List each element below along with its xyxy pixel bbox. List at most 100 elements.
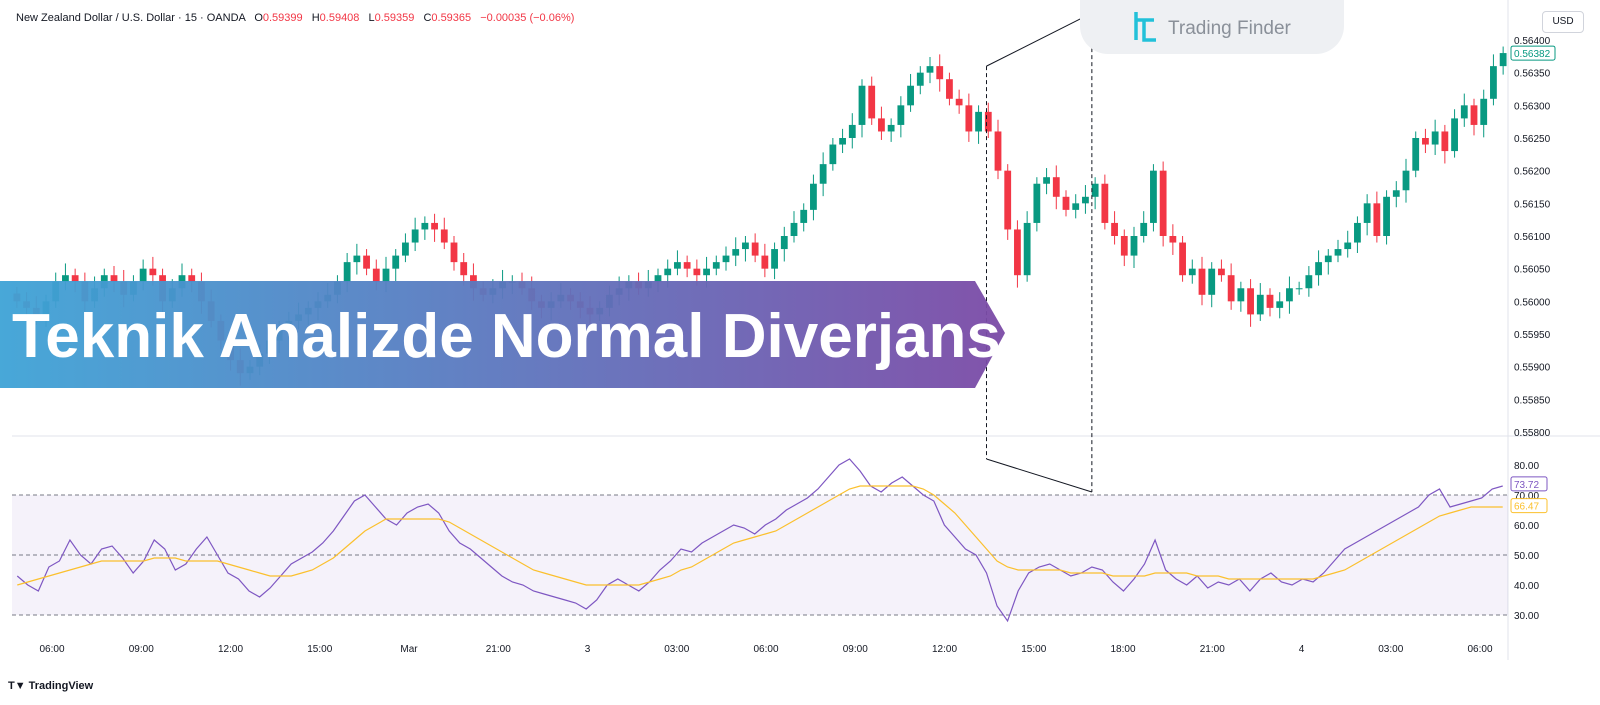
candle-body bbox=[742, 242, 749, 250]
candle-body bbox=[829, 144, 837, 165]
change-value: −0.00035 (−0.06%) bbox=[480, 12, 575, 24]
tradingview-logo[interactable]: T▼ TradingView bbox=[8, 680, 93, 692]
candle-body bbox=[1237, 288, 1245, 302]
candle-body bbox=[1344, 242, 1352, 250]
candle-body bbox=[1383, 196, 1390, 236]
close-value: 0.59365 bbox=[431, 12, 472, 24]
price-tick-label: 0.55850 bbox=[1514, 395, 1551, 406]
candle-body bbox=[1043, 177, 1050, 184]
tradingview-logo-icon: T▼ bbox=[8, 680, 26, 692]
banner-shape bbox=[0, 281, 1005, 388]
candle-body bbox=[693, 268, 701, 276]
candle-body bbox=[402, 242, 409, 256]
candle-body bbox=[71, 275, 79, 282]
candle-body bbox=[1208, 268, 1216, 295]
candle-body bbox=[1091, 183, 1099, 197]
price-tick-label: 0.56250 bbox=[1514, 134, 1551, 145]
candle-body bbox=[1334, 249, 1342, 256]
candle-body bbox=[1052, 177, 1060, 197]
rsi-tick-label: 30.00 bbox=[1514, 611, 1539, 622]
candle-body bbox=[1198, 268, 1206, 295]
candle-body bbox=[1324, 255, 1332, 263]
candle-body bbox=[946, 79, 953, 99]
candle-body bbox=[887, 124, 895, 132]
candle-body bbox=[819, 164, 827, 184]
candle-body bbox=[1169, 236, 1177, 243]
current-price-label: 0.56382 bbox=[1514, 49, 1551, 60]
candle-body bbox=[984, 111, 992, 132]
candle-body bbox=[440, 229, 448, 243]
candle-body bbox=[780, 236, 788, 250]
candle-body bbox=[712, 262, 720, 269]
candle-body bbox=[965, 105, 973, 132]
time-tick-label: 03:00 bbox=[1378, 644, 1403, 655]
price-tick-label: 0.56000 bbox=[1514, 297, 1551, 308]
symbol-name[interactable]: New Zealand Dollar / U.S. Dollar · 15 · … bbox=[16, 12, 246, 24]
candle-body bbox=[1373, 203, 1381, 236]
brand-name: Trading Finder bbox=[1168, 18, 1291, 39]
candle-body bbox=[907, 85, 914, 106]
candle-body bbox=[1422, 138, 1429, 145]
candle-body bbox=[421, 222, 429, 230]
candle-body bbox=[878, 118, 885, 132]
candle-body bbox=[955, 98, 963, 106]
currency-button[interactable]: USD bbox=[1542, 11, 1584, 33]
price-tick-label: 0.56350 bbox=[1514, 69, 1551, 80]
candle-body bbox=[1276, 301, 1284, 308]
time-tick-label: 12:00 bbox=[218, 644, 243, 655]
candle-body bbox=[1402, 170, 1410, 191]
candle-body bbox=[683, 262, 691, 269]
candle-body bbox=[1315, 262, 1322, 276]
low-value: 0.59359 bbox=[374, 12, 415, 24]
symbol-header: New Zealand Dollar / U.S. Dollar · 15 · … bbox=[16, 12, 574, 24]
time-tick-label: 21:00 bbox=[1200, 644, 1225, 655]
close-label: C bbox=[423, 12, 432, 24]
candle-body bbox=[1023, 222, 1031, 276]
candle-body bbox=[1499, 53, 1507, 67]
candle-body bbox=[1004, 170, 1012, 230]
trading-finder-logo-icon bbox=[1134, 12, 1156, 42]
candle-body bbox=[771, 249, 778, 269]
time-tick-label: 06:00 bbox=[753, 644, 778, 655]
rsi-tick-label: 50.00 bbox=[1514, 551, 1539, 562]
candle-body bbox=[1247, 288, 1254, 315]
candle-body bbox=[703, 268, 710, 276]
candle-body bbox=[149, 268, 157, 276]
candle-body bbox=[1392, 190, 1400, 197]
candle-body bbox=[1062, 196, 1070, 210]
candle-body bbox=[1412, 138, 1420, 171]
banner-text: Teknik Analizde Normal Diverjans bbox=[12, 302, 1001, 371]
price-tick-label: 0.55950 bbox=[1514, 330, 1551, 341]
high-label: H bbox=[311, 12, 320, 24]
rsi-tick-label: 60.00 bbox=[1514, 521, 1539, 532]
candle-body bbox=[460, 262, 468, 276]
price-tick-label: 0.56100 bbox=[1514, 232, 1551, 243]
candle-body bbox=[936, 66, 944, 80]
candle-body bbox=[363, 255, 370, 269]
low-label: L bbox=[368, 12, 375, 24]
open-label: O bbox=[254, 12, 263, 24]
candle-body bbox=[1033, 183, 1041, 223]
price-tick-label: 0.56400 bbox=[1514, 36, 1551, 47]
candle-body bbox=[343, 262, 351, 282]
candle-body bbox=[790, 222, 798, 236]
time-tick-label: 09:00 bbox=[843, 644, 868, 655]
brand-tab bbox=[1080, 0, 1344, 54]
candle-body bbox=[839, 138, 846, 145]
candle-body bbox=[431, 222, 438, 230]
time-tick-label: 06:00 bbox=[39, 644, 64, 655]
time-tick-label: 15:00 bbox=[307, 644, 332, 655]
candle-body bbox=[392, 255, 400, 269]
candle-body bbox=[1130, 236, 1138, 256]
candle-body bbox=[1120, 236, 1128, 256]
price-tick-label: 0.56200 bbox=[1514, 167, 1551, 178]
price-tick-label: 0.55800 bbox=[1514, 428, 1551, 439]
candle-body bbox=[1470, 105, 1478, 125]
candle-body bbox=[1111, 222, 1118, 236]
candle-body bbox=[1256, 294, 1264, 315]
candle-body bbox=[1363, 203, 1371, 223]
candle-body bbox=[382, 268, 390, 282]
rsi-tick-label: 40.00 bbox=[1514, 581, 1539, 592]
